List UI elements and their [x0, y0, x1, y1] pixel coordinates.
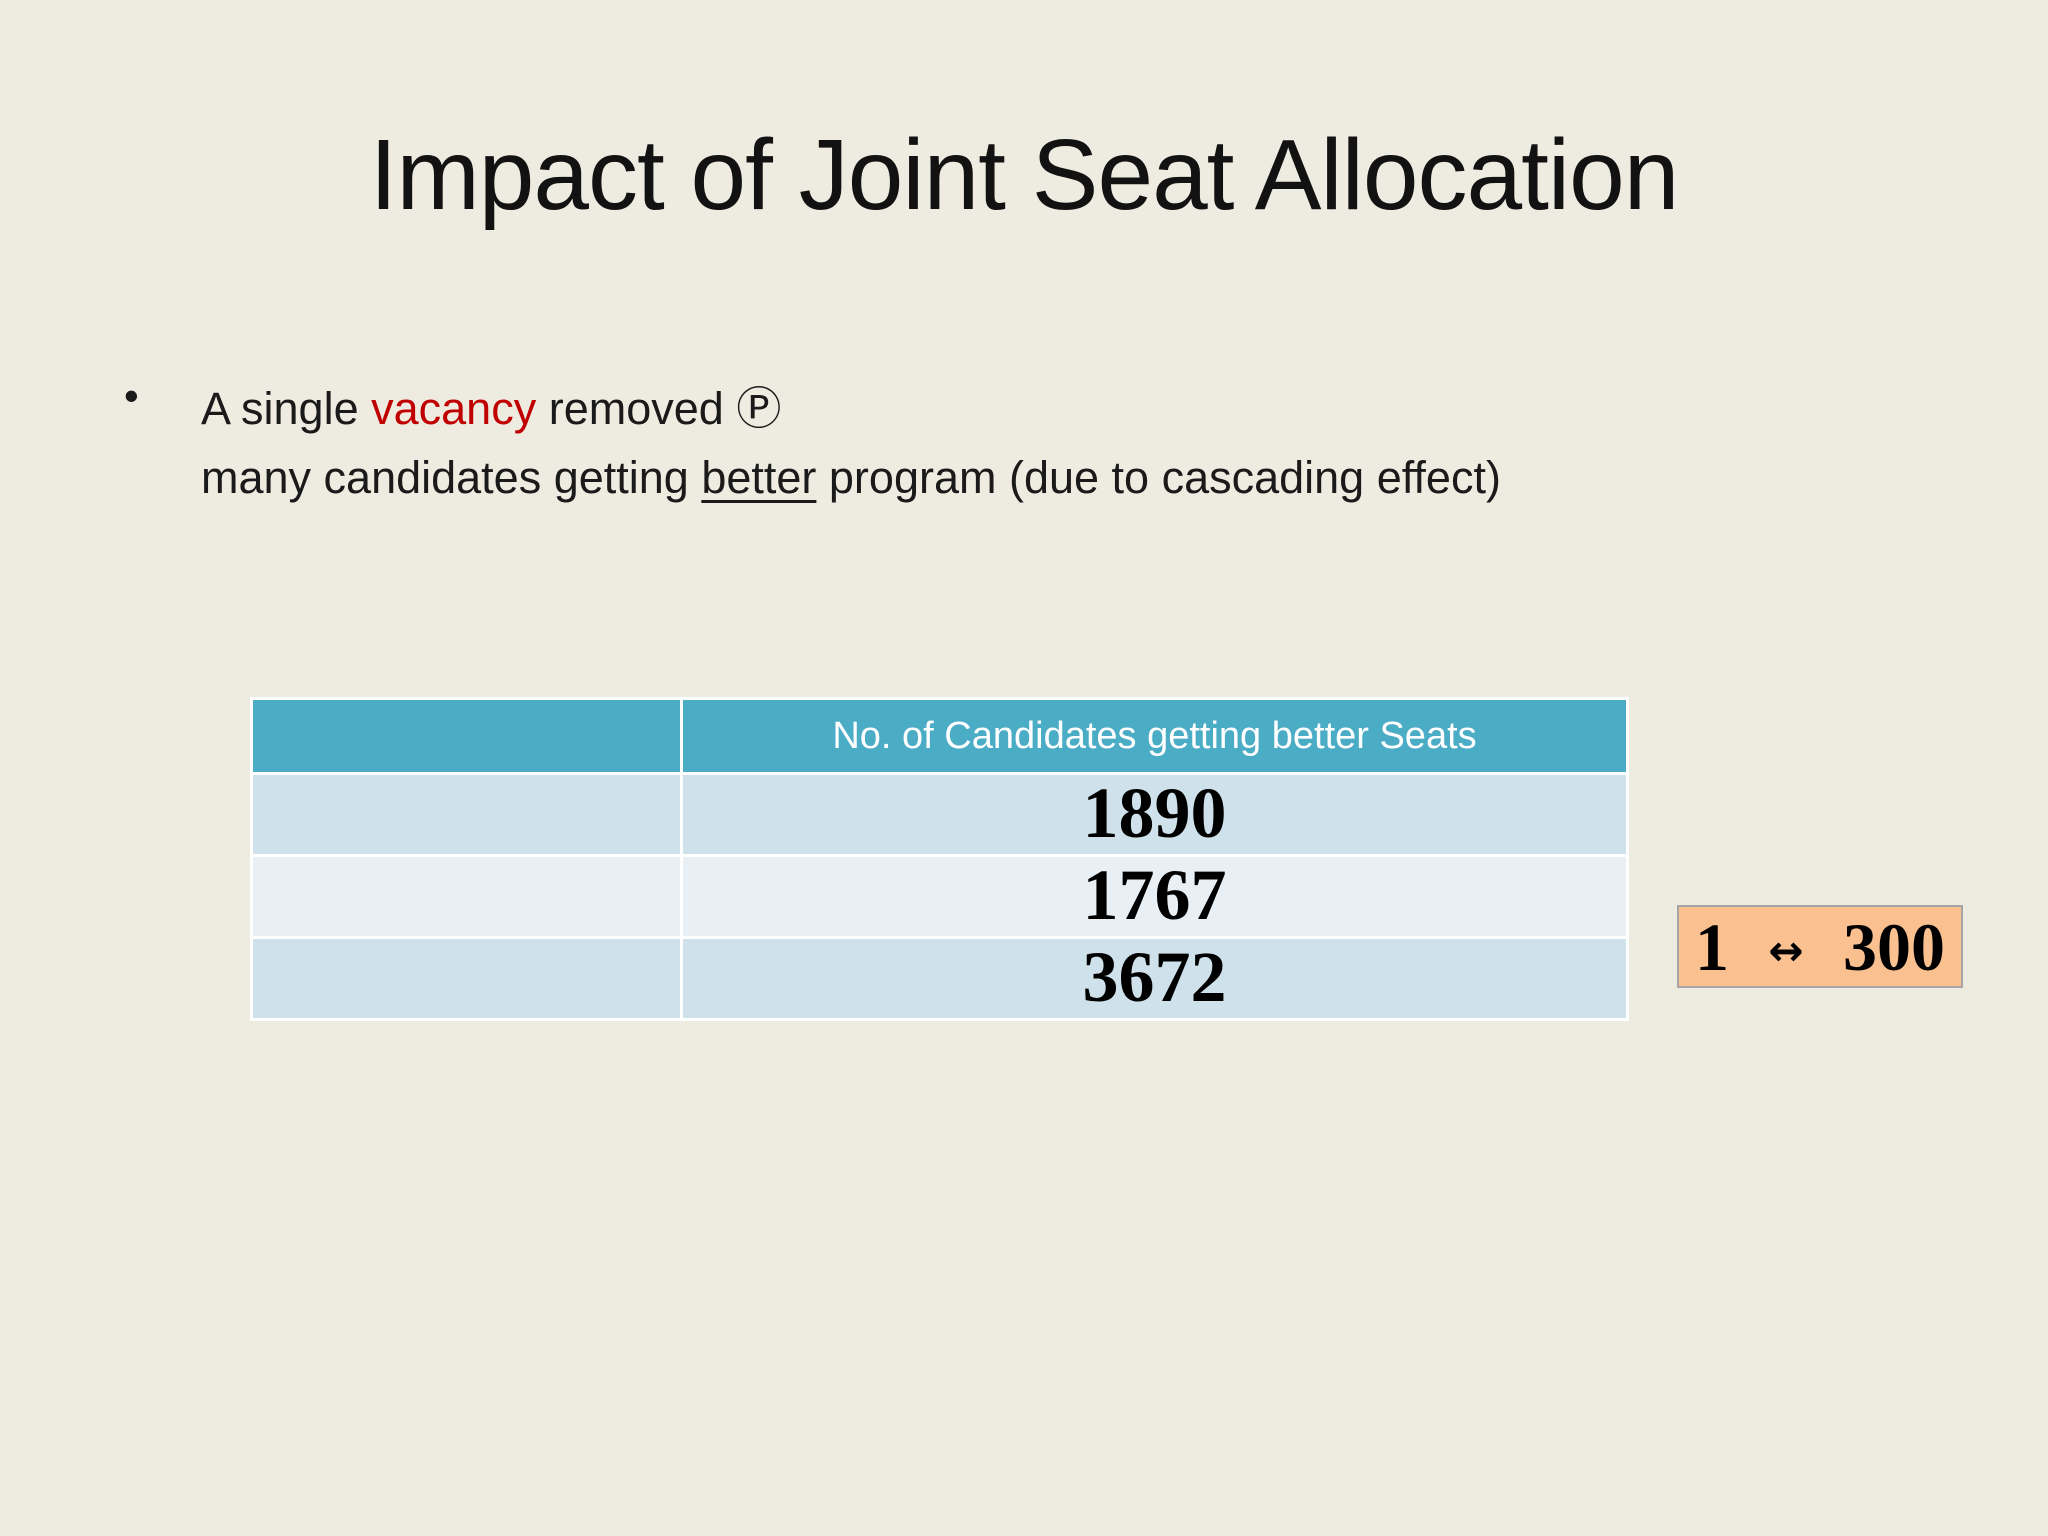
bullet-line-1-pre: A single	[201, 383, 372, 434]
bullet-line-2-post: program (due to cascading effect)	[816, 452, 1501, 503]
table-row-2-label-cell	[253, 857, 680, 936]
double-arrow-icon: ↔	[1768, 925, 1804, 975]
ratio-right-value: 300	[1842, 908, 1945, 985]
table-header-candidates-cell: No. of Candidates getting better Seats	[683, 700, 1626, 772]
slide-title: Impact of Joint Seat Allocation	[369, 119, 1680, 231]
bullet-line-2: many candidates getting better program (…	[201, 452, 1501, 504]
circled-p-symbol: Ⓟ	[736, 383, 782, 434]
table-row: 1890	[253, 775, 1626, 854]
table-row-2-value-cell: 1767	[683, 857, 1626, 936]
table-row-1-value-cell: 1890	[683, 775, 1626, 854]
ratio-left-value: 1	[1695, 908, 1729, 985]
table-row: 1767	[253, 857, 1626, 936]
table-header-row: No. of Candidates getting better Seats	[253, 700, 1626, 772]
bullet-marker: •	[124, 372, 139, 419]
bullet-better-underlined: better	[701, 452, 817, 503]
table-header-empty-cell	[253, 700, 680, 772]
bullet-line-1-post: removed	[536, 383, 737, 434]
table-row-1-label-cell	[253, 775, 680, 854]
bullet-line-2-pre: many candidates getting	[201, 452, 702, 503]
table-row: 3672	[253, 939, 1626, 1018]
ratio-callout-box: 1 ↔ 300	[1677, 905, 1963, 988]
table-row-3-value-cell: 3672	[683, 939, 1626, 1018]
table-row-3-label-cell	[253, 939, 680, 1018]
bullet-vacancy-highlight: vacancy	[371, 383, 537, 434]
bullet-line-1: A single vacancy removed Ⓟ	[201, 372, 781, 437]
candidates-table: No. of Candidates getting better Seats 1…	[250, 697, 1629, 1021]
